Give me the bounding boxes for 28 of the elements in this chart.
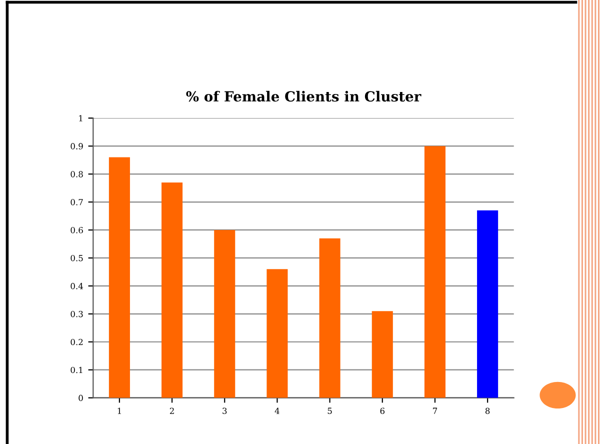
x-tick-label: 7 [433,408,438,414]
bar [424,146,446,398]
x-tick-label: 3 [222,408,227,414]
y-tick-label: 0.9 [70,143,83,150]
y-tick-label: 0.1 [70,366,82,374]
bar [266,269,288,398]
y-tick-label: 0.4 [70,282,84,290]
x-tick-label: 2 [170,408,174,414]
y-tick-label: 0.3 [70,310,83,318]
y-tick-label: 1 [79,115,82,122]
x-tick-label: 6 [380,408,385,414]
y-tick-label: 0.7 [70,199,83,206]
x-tick-label: 5 [328,408,332,414]
bar [372,311,393,398]
chart-title: % of Female Clients in Cluster [186,90,422,102]
y-tick-label: 0.5 [70,254,83,262]
bar [477,210,498,398]
x-tick-label: 1 [118,408,121,414]
x-tick-label: 4 [274,408,280,414]
bar [214,230,236,398]
y-tick-label: 0.8 [70,171,83,178]
y-tick-label: 0.6 [70,226,83,234]
bar [319,238,340,398]
x-tick-label: 8 [485,408,490,414]
bar [108,157,130,398]
y-tick-label: 0 [78,394,83,402]
bar [162,182,183,398]
y-tick-label: 0.2 [70,338,83,346]
